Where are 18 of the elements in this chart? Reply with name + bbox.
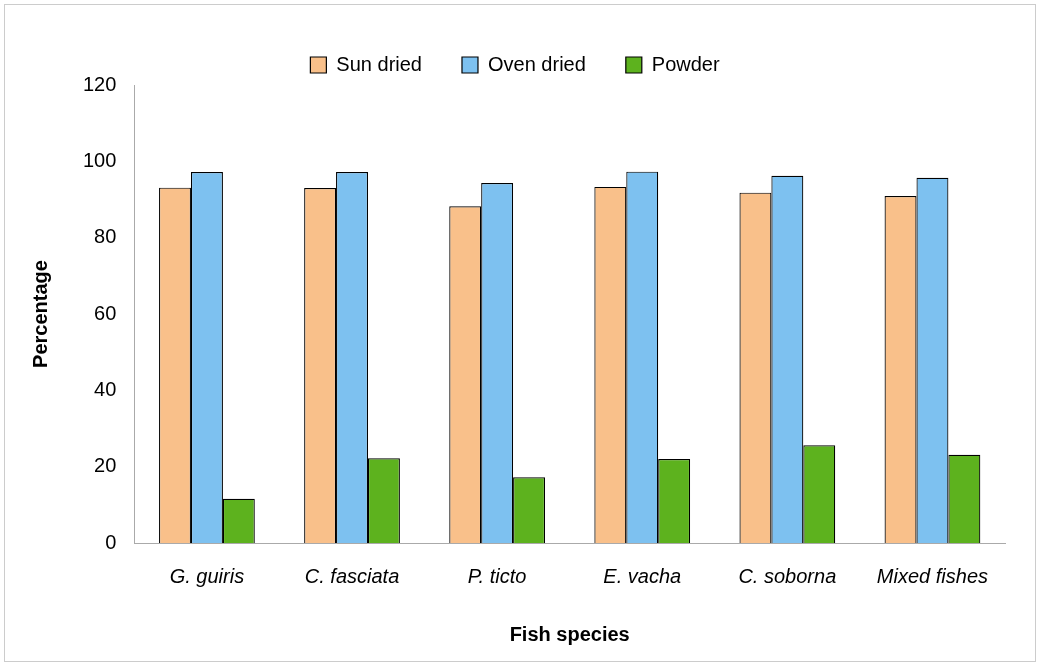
y-tick-label: 20 — [94, 454, 117, 477]
legend-label: Powder — [651, 52, 720, 75]
x-tick-label: G. guiris — [169, 564, 245, 587]
y-axis-title: Percentage — [28, 260, 51, 368]
legend-label: Sun dried — [336, 52, 422, 75]
x-tick-label: C. fasciata — [304, 564, 400, 587]
x-tick-label: Mixed fishes — [876, 564, 989, 587]
y-tick-label: 0 — [105, 530, 117, 553]
y-tick-label: 120 — [82, 72, 117, 95]
x-tick-label: E. vacha — [603, 564, 682, 587]
x-tick-label: C. soborna — [738, 564, 837, 587]
y-tick-label: 80 — [94, 225, 117, 248]
y-tick-label: 100 — [82, 148, 117, 171]
x-tick-label: P. ticto — [467, 564, 527, 587]
legend-label: Oven dried — [487, 52, 586, 75]
x-axis-title: Fish species — [509, 622, 630, 645]
y-tick-label: 40 — [94, 377, 117, 400]
y-tick-label: 60 — [94, 301, 117, 324]
